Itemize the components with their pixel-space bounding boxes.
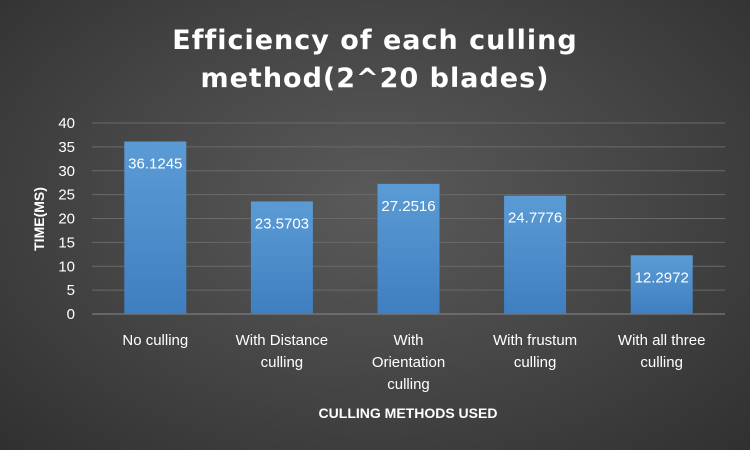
x-axis-categories: No culling With Distance culling With Orient… xyxy=(122,332,705,393)
y-tick-label: 0 xyxy=(67,306,75,323)
data-label: 36.1245 xyxy=(128,156,182,173)
data-label: 27.2516 xyxy=(381,198,435,215)
bars xyxy=(124,141,693,314)
x-tick-label: No culling xyxy=(122,332,188,349)
y-tick-label: 10 xyxy=(58,258,75,275)
y-tick-label: 15 xyxy=(58,234,75,251)
x-axis-title: CULLING METHODS USED xyxy=(319,405,498,421)
y-tick-label: 5 xyxy=(67,282,75,299)
bar xyxy=(630,255,693,314)
y-axis-ticks: 0 5 10 15 20 25 30 35 40 xyxy=(58,115,75,323)
chart-title-line-1: Efficiency of each culling xyxy=(172,25,577,56)
x-tick-label: With Orientation culling xyxy=(372,332,445,393)
y-tick-label: 40 xyxy=(58,115,75,132)
y-tick-label: 25 xyxy=(58,187,75,204)
data-label: 23.5703 xyxy=(255,215,309,232)
x-tick-label: With Distance culling xyxy=(236,332,329,371)
y-tick-label: 35 xyxy=(58,139,75,156)
y-tick-label: 30 xyxy=(58,163,75,180)
y-axis-title: TIME(MS) xyxy=(31,187,47,251)
bar xyxy=(124,141,187,314)
data-label: 24.7776 xyxy=(508,210,562,227)
x-tick-label: With frustum culling xyxy=(493,332,577,371)
y-tick-label: 20 xyxy=(58,211,75,228)
bar xyxy=(250,201,313,314)
bar xyxy=(504,195,567,314)
data-labels: 36.1245 23.5703 27.2516 24.7776 12.2972 xyxy=(128,156,689,287)
data-label: 12.2972 xyxy=(635,269,689,286)
bar xyxy=(377,183,440,314)
x-tick-label: With all three culling xyxy=(618,332,706,371)
chart-title-line-2: method(2^20 blades) xyxy=(200,63,549,94)
